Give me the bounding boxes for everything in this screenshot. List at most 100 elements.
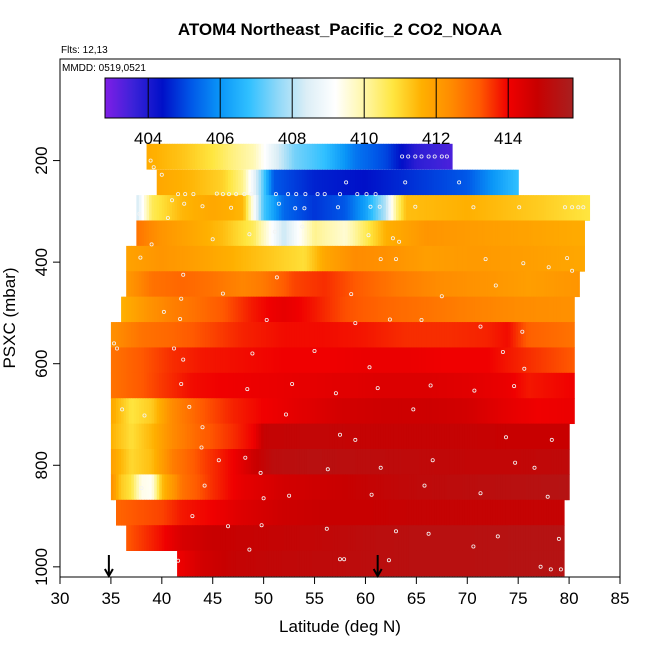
heatmap-cell: [370, 195, 374, 221]
heatmap-cell: [200, 322, 204, 348]
heatmap-cell: [334, 296, 339, 323]
heatmap-cell: [136, 195, 140, 221]
heatmap-cell: [212, 449, 216, 475]
heatmap-cell: [296, 423, 300, 450]
heatmap-cell: [118, 322, 122, 348]
heatmap-cell: [233, 474, 237, 501]
heatmap-cell: [284, 322, 288, 348]
heatmap-cell: [362, 195, 367, 221]
heatmap-cell: [556, 347, 560, 374]
heatmap-cell: [299, 423, 303, 450]
heatmap-cell: [314, 143, 318, 170]
heatmap-cell: [238, 525, 242, 551]
heatmap-cell: [306, 271, 311, 298]
heatmap-cell: [210, 423, 214, 450]
heatmap-cell: [228, 372, 232, 399]
heatmap-cell: [296, 296, 300, 323]
heatmap-cell: [345, 220, 349, 247]
heatmap-cell: [322, 423, 326, 450]
heatmap-cell: [502, 220, 507, 247]
heatmap-cell: [174, 372, 178, 399]
heatmap-cell: [278, 296, 283, 323]
heatmap-cell: [355, 550, 359, 577]
heatmap-cell: [533, 322, 537, 348]
colorbar-tick-label: 408: [278, 129, 306, 148]
heatmap-cell: [299, 296, 303, 323]
heatmap-cell: [207, 220, 211, 247]
heatmap-cell: [317, 398, 321, 425]
heatmap-cell: [523, 423, 527, 450]
heatmap-cell: [556, 474, 560, 501]
heatmap-cell: [355, 296, 359, 323]
heatmap-cell: [543, 347, 547, 374]
heatmap-cell: [375, 271, 379, 298]
heatmap-cell: [172, 220, 176, 247]
heatmap-cell: [362, 449, 367, 475]
heatmap-cell: [444, 423, 448, 450]
heatmap-cell: [538, 245, 542, 272]
heatmap-cell: [266, 398, 270, 425]
sample-point: [181, 272, 186, 277]
heatmap-cell: [520, 525, 524, 551]
sample-point: [171, 346, 176, 351]
heatmap-cell: [457, 372, 461, 399]
heatmap-cell: [530, 271, 535, 298]
heatmap-cell: [197, 220, 201, 247]
heatmap-cell: [538, 347, 542, 374]
heatmap-cell: [273, 423, 277, 450]
sample-point: [333, 391, 338, 396]
heatmap-cell: [520, 398, 524, 425]
heatmap-cell: [362, 169, 367, 196]
sample-point: [245, 387, 250, 392]
sample-point: [549, 437, 554, 442]
heatmap-cell: [424, 525, 428, 551]
heatmap-cell: [569, 372, 573, 399]
heatmap-cell: [546, 525, 550, 551]
heatmap-cell: [561, 525, 565, 551]
heatmap-cell: [536, 474, 540, 501]
sample-point: [337, 192, 342, 197]
x-tick-label: 65: [407, 589, 426, 608]
heatmap-cell: [418, 398, 423, 425]
heatmap-cell: [566, 322, 570, 348]
heatmap-cell: [202, 550, 206, 577]
heatmap-cell: [441, 220, 445, 247]
heatmap-cell: [205, 499, 209, 526]
heatmap-cell: [441, 271, 445, 298]
heatmap-cell: [398, 322, 402, 348]
heatmap-cell: [388, 398, 392, 425]
heatmap-cell: [464, 220, 468, 247]
heatmap-cell: [564, 195, 568, 221]
heatmap-cell: [485, 322, 489, 348]
heatmap-cell: [337, 296, 341, 323]
heatmap-cell: [472, 550, 476, 577]
sample-point: [149, 242, 154, 247]
heatmap-cell: [434, 449, 438, 475]
heatmap-cell: [385, 525, 389, 551]
heatmap-cell: [548, 499, 552, 526]
heatmap-cell: [250, 449, 255, 475]
sample-point: [413, 204, 418, 209]
heatmap-cell: [202, 525, 206, 551]
heatmap-cell: [156, 296, 160, 323]
heatmap-cell: [337, 449, 341, 475]
heatmap-cell: [495, 499, 499, 526]
heatmap-cell: [385, 271, 389, 298]
heatmap-cell: [174, 169, 178, 196]
heatmap-cell: [480, 195, 484, 221]
heatmap-cell: [362, 474, 367, 501]
heatmap-cell: [334, 474, 339, 501]
heatmap-cell: [482, 474, 486, 501]
heatmap-cell: [424, 372, 428, 399]
heatmap-cell: [490, 550, 494, 577]
heatmap-cell: [243, 245, 247, 272]
heatmap-cell: [497, 245, 501, 272]
heatmap-cell: [154, 143, 158, 170]
heatmap-cell: [411, 372, 415, 399]
heatmap-cell: [352, 169, 356, 196]
heatmap-cell: [492, 525, 496, 551]
heatmap-cell: [538, 499, 542, 526]
heatmap-cell: [169, 271, 173, 298]
heatmap-cell: [200, 550, 204, 577]
heatmap-cell: [477, 220, 481, 247]
